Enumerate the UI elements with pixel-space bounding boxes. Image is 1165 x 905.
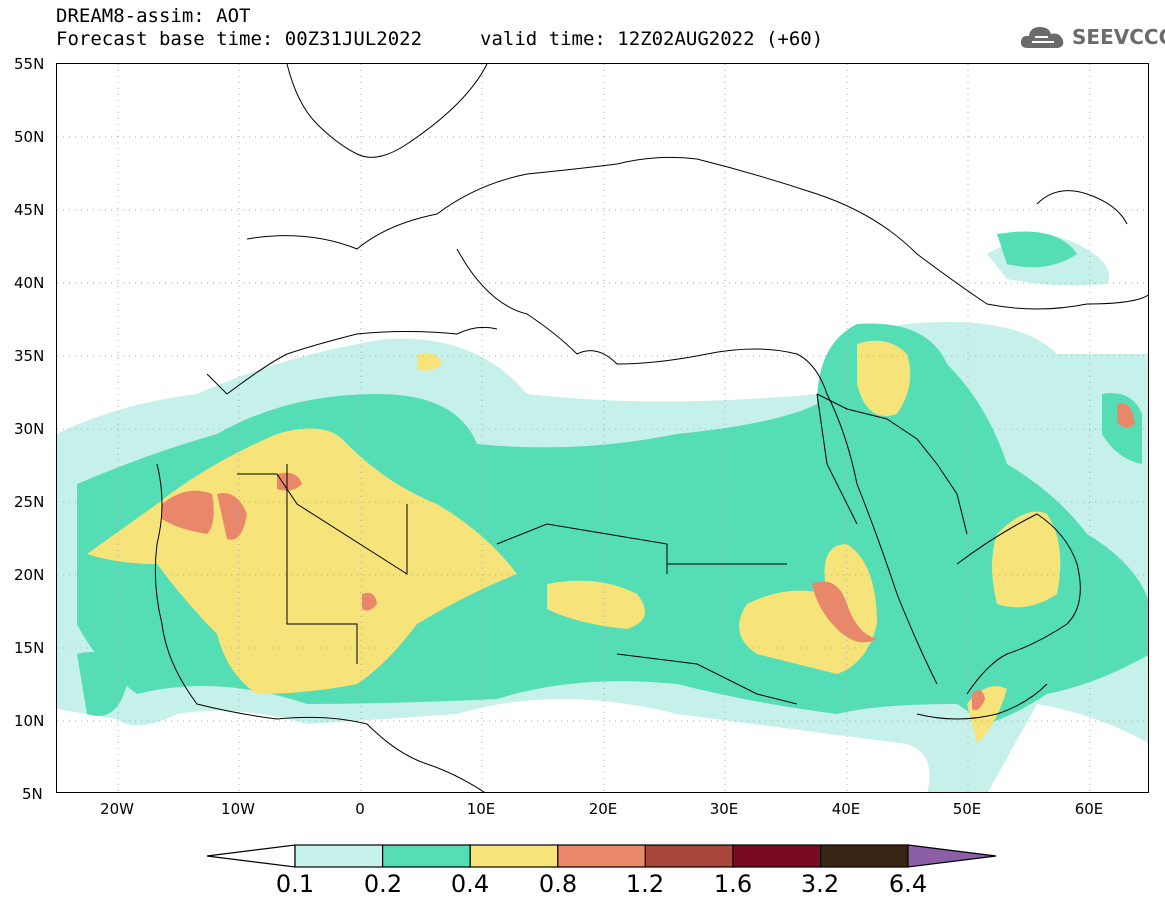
- coastlines: [154, 64, 1148, 792]
- lat-label: 40N: [14, 274, 45, 292]
- grid-lines: [57, 64, 1148, 792]
- colorbar-cell: [644, 844, 734, 868]
- lon-label: 60E: [1074, 800, 1104, 818]
- lat-label: 15N: [14, 639, 45, 657]
- lon-label: 30E: [709, 800, 739, 818]
- lat-label: 10N: [14, 712, 45, 730]
- colorbar-cell: [382, 844, 471, 868]
- colorbar-label: 0.4: [450, 870, 490, 898]
- colorbar-label: 6.4: [888, 870, 928, 898]
- colorbar-cell: [819, 844, 909, 868]
- chart-title: DREAM8-assim: AOT: [56, 5, 251, 27]
- colorbar-label: 1.6: [713, 870, 753, 898]
- colorbar-label: 1.2: [625, 870, 665, 898]
- valid-time: valid time: 12Z02AUG2022 (+60): [480, 28, 824, 50]
- colorbar-cell: [557, 844, 646, 868]
- seevccc-logo: SEEVCCC: [1018, 22, 1165, 52]
- colorbar-label: 0.1: [275, 870, 315, 898]
- colorbar-label: 3.2: [800, 870, 840, 898]
- aot-field: [57, 64, 1148, 792]
- lon-label: 0: [355, 800, 365, 818]
- colorbar-cell: [294, 844, 384, 868]
- lat-label: 35N: [14, 347, 45, 365]
- colorbar-label: 0.2: [363, 870, 403, 898]
- lat-label: 50N: [14, 128, 45, 146]
- lat-label: 55N: [14, 55, 45, 73]
- colorbar-cell: [732, 844, 822, 868]
- lon-label: 50E: [952, 800, 982, 818]
- lat-label: 20N: [14, 566, 45, 584]
- logo-text: SEEVCCC: [1072, 25, 1165, 49]
- lon-label: 40E: [831, 800, 861, 818]
- lat-label: 45N: [14, 201, 45, 219]
- forecast-base-time: Forecast base time: 00Z31JUL2022: [56, 28, 423, 50]
- lat-label: 25N: [14, 493, 45, 511]
- cloud-icon: [1020, 27, 1064, 48]
- colorbar-under-triangle: [206, 844, 296, 868]
- lon-label: 10E: [466, 800, 496, 818]
- lat-label: 5N: [22, 785, 43, 803]
- lon-label: 20W: [100, 800, 134, 818]
- colorbar-over-triangle: [907, 844, 997, 868]
- aot-map: [56, 63, 1149, 793]
- lat-label: 30N: [14, 420, 45, 438]
- colorbar-cell: [469, 844, 559, 868]
- lon-label: 10W: [221, 800, 255, 818]
- aot-level-0-8: [162, 403, 1135, 711]
- colorbar-label: 0.8: [538, 870, 578, 898]
- lon-label: 20E: [588, 800, 618, 818]
